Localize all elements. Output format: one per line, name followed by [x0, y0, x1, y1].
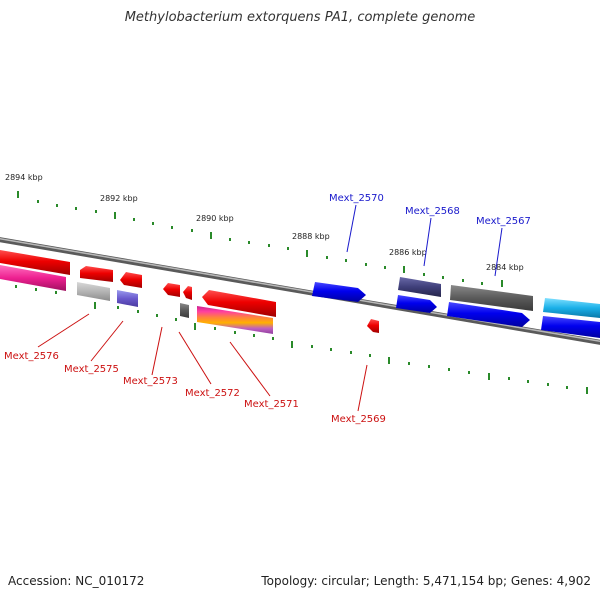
gene-arrow [80, 266, 113, 282]
kbp-label: 2888 kbp [292, 232, 330, 241]
gene-label: Mext_2569 [331, 414, 386, 425]
kbp-label: 2892 kbp [100, 194, 138, 203]
gene-label: Mext_2576 [4, 351, 59, 362]
gene-arrow [0, 265, 66, 291]
gene-box [117, 290, 138, 307]
gene-arrow [120, 272, 142, 288]
gene-arrow [396, 295, 437, 313]
gene-box [180, 303, 189, 318]
gene-arrow [0, 250, 70, 275]
gene-label: Mext_2573 [123, 376, 178, 387]
gene-box [398, 277, 441, 297]
genome-title: Methylobacterium extorquens PA1, complet… [124, 10, 476, 25]
gene-arrow [183, 286, 192, 300]
gene-arrow [202, 290, 276, 317]
gene-label: Mext_2570 [329, 193, 384, 204]
gene-label: Mext_2571 [244, 399, 299, 410]
kbp-label: 2894 kbp [5, 173, 43, 182]
gene-label: Mext_2567 [476, 216, 531, 227]
gene-box [543, 298, 600, 318]
genome-stats-text: Topology: circular; Length: 5,471,154 bp… [261, 574, 591, 588]
kbp-label: 2884 kbp [486, 263, 524, 272]
gene-box [197, 306, 273, 334]
leader-lines-bottom [37, 313, 368, 412]
leader-lines-top [346, 204, 503, 277]
gene-label: Mext_2568 [405, 206, 460, 217]
gene-box [450, 285, 533, 311]
tick-row-lower [15, 285, 588, 394]
gene-label: Mext_2572 [185, 388, 240, 399]
gene-arrow [163, 283, 180, 297]
genome-backbone-highlight [0, 237, 600, 343]
gene-box [77, 282, 110, 301]
kbp-label: 2890 kbp [196, 214, 234, 223]
gene-arrow [367, 319, 379, 333]
gene-arrow [447, 302, 530, 327]
forward-strand-genes [312, 277, 600, 338]
genome-backbone [0, 237, 600, 345]
gene-label: Mext_2575 [64, 364, 119, 375]
gene-box [541, 316, 600, 338]
reverse-strand-genes [0, 250, 379, 334]
kbp-label: 2886 kbp [389, 248, 427, 257]
tick-row-upper [17, 191, 503, 287]
gene-arrow [312, 282, 366, 302]
accession-text: Accession: NC_010172 [8, 574, 145, 588]
